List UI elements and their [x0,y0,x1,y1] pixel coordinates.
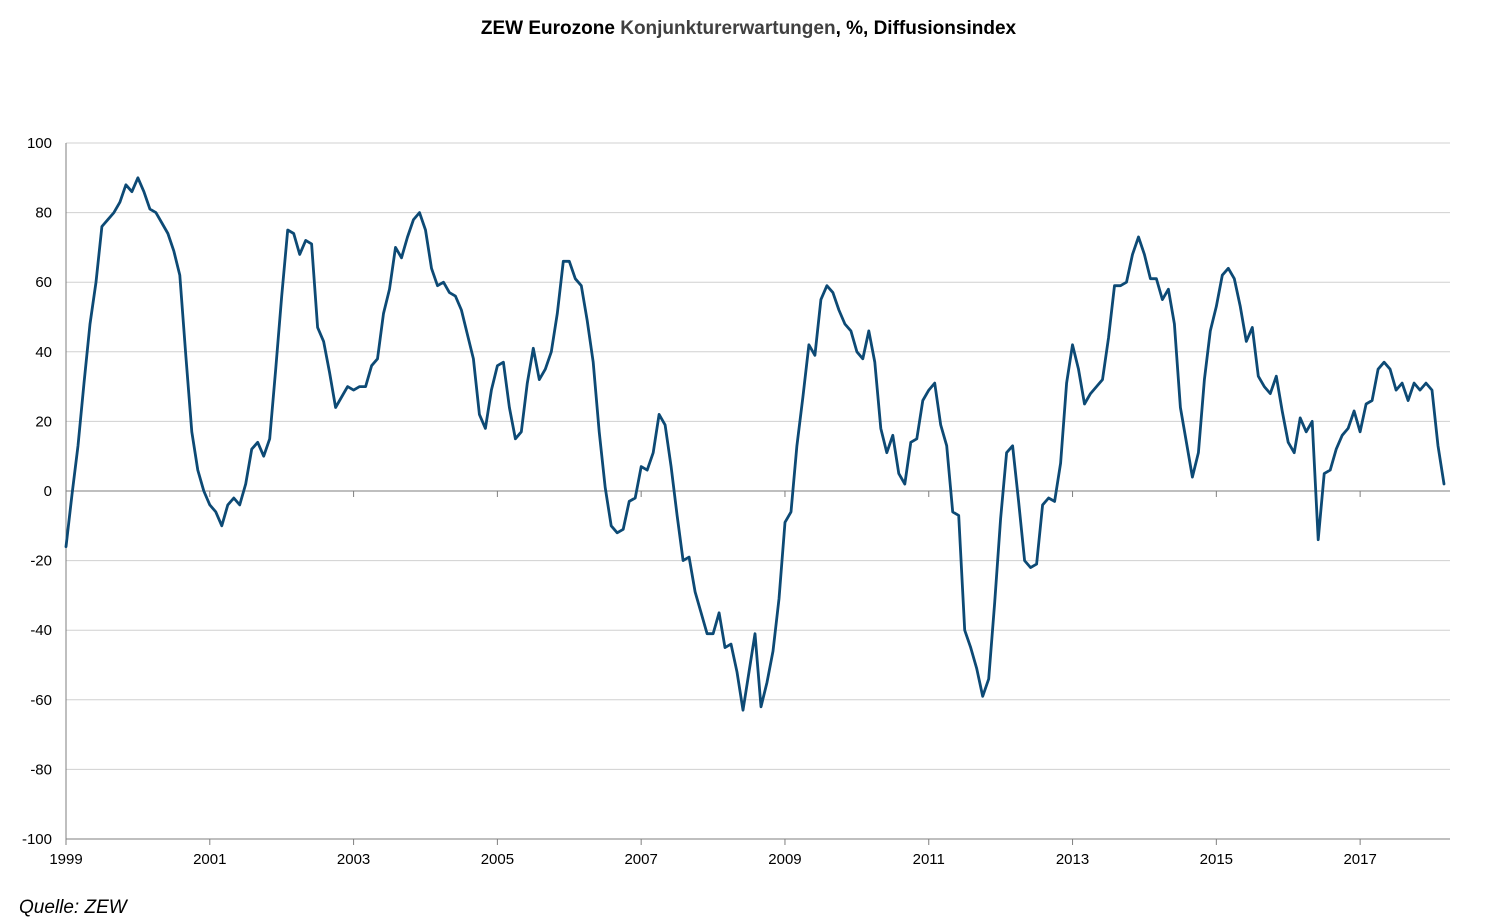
x-tick-label: 2013 [1056,851,1089,868]
y-tick-label: 60 [35,274,52,291]
title-part-3: , %, Diffusionsindex [835,18,1017,39]
x-tick-labels: 1999 2001 2003 2005 2007 2009 2011 2013 2015 2017 [49,851,1377,868]
y-tick-label: -100 [22,831,52,848]
series-layer [64,176,1446,712]
x-tick-label: 2015 [1200,851,1233,868]
y-tick-label: -20 [30,553,52,570]
y-tick-label: -80 [30,761,52,778]
y-tick-labels: -100 -80 -60 -40 -20 0 20 40 60 80 100 [22,135,52,848]
x-tick-label: 2011 [913,851,945,868]
chart-title: ZEW Eurozone Konjunkturerwartungen, %, D… [0,18,1497,40]
x-tick-label: 2001 [193,851,226,868]
y-tick-label: -40 [30,622,52,639]
y-tick-label: 40 [35,344,52,361]
y-tick-label: 20 [35,413,52,430]
axes [65,143,1450,845]
x-tick-label: 2003 [337,851,370,868]
title-part-1: ZEW Eurozone [480,18,621,39]
x-tick-label: 2017 [1343,851,1376,868]
y-tick-label: 0 [44,483,52,500]
x-tick-label: 2009 [768,851,801,868]
title-part-2: Konjunkturerwartungen [620,18,836,39]
y-tick-label: 80 [35,205,52,222]
x-tick-label: 2007 [624,851,657,868]
series-line [64,176,1446,712]
y-tick-label: 100 [27,135,52,152]
x-tick-label: 2005 [481,851,514,868]
y-tick-label: -60 [30,692,52,709]
source-note: Quelle: ZEW [19,897,127,918]
x-tick-label: 1999 [49,851,82,868]
